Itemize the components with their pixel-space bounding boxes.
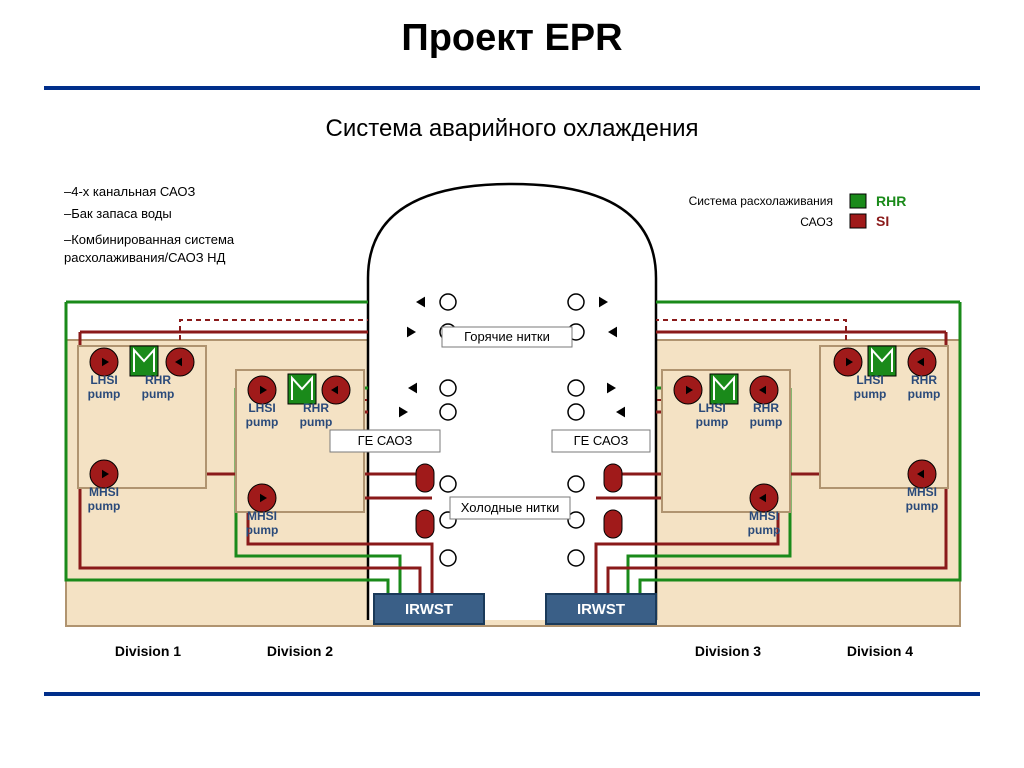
svg-text:pump: pump	[88, 387, 121, 401]
svg-text:MHSI: MHSI	[907, 485, 937, 499]
svg-text:MHSI: MHSI	[749, 509, 779, 523]
svg-text:pump: pump	[246, 523, 279, 537]
svg-text:–Бак запаса воды: –Бак запаса воды	[64, 206, 172, 221]
svg-text:pump: pump	[246, 415, 279, 429]
accumulator-tank	[604, 510, 622, 538]
pipe-node	[568, 404, 584, 420]
svg-text:Division 2: Division 2	[267, 643, 333, 659]
svg-text:pump: pump	[906, 499, 939, 513]
pipe-node	[568, 550, 584, 566]
svg-text:расхолаживания/САОЗ НД: расхолаживания/САОЗ НД	[64, 250, 226, 265]
pipe-node	[440, 294, 456, 310]
pipe-node	[568, 294, 584, 310]
svg-text:RHR: RHR	[876, 193, 906, 209]
svg-text:–Комбинированная система: –Комбинированная система	[64, 232, 235, 247]
si-dash-line	[180, 320, 368, 340]
svg-text:pump: pump	[908, 387, 941, 401]
svg-text:IRWST: IRWST	[405, 601, 453, 618]
pipe-node	[568, 476, 584, 492]
legend-rhr-swatch	[850, 194, 866, 208]
svg-text:RHR: RHR	[145, 373, 171, 387]
svg-text:RHR: RHR	[753, 401, 779, 415]
svg-text:Division 1: Division 1	[115, 643, 181, 659]
svg-text:pump: pump	[142, 387, 175, 401]
legend-si-swatch	[850, 214, 866, 228]
pipe-node	[440, 380, 456, 396]
accumulator-tank	[416, 510, 434, 538]
svg-text:LHSI: LHSI	[90, 373, 117, 387]
svg-text:LHSI: LHSI	[698, 401, 725, 415]
svg-text:ГЕ САОЗ: ГЕ САОЗ	[574, 433, 629, 448]
svg-text:Проект EPR: Проект EPR	[401, 17, 622, 59]
svg-text:–4-х канальная САОЗ: –4-х канальная САОЗ	[64, 184, 196, 199]
svg-text:SI: SI	[876, 213, 889, 229]
svg-text:IRWST: IRWST	[577, 601, 625, 618]
svg-text:Division 4: Division 4	[847, 643, 913, 659]
svg-text:LHSI: LHSI	[248, 401, 275, 415]
svg-text:Система аварийного охлаждения: Система аварийного охлаждения	[326, 115, 699, 142]
svg-text:pump: pump	[748, 523, 781, 537]
diagram-canvas: Проект EPR Система аварийного охлаждения –…	[0, 0, 1024, 768]
svg-text:LHSI: LHSI	[856, 373, 883, 387]
svg-text:MHSI: MHSI	[89, 485, 119, 499]
pipe-node	[568, 380, 584, 396]
pipe-node	[440, 550, 456, 566]
svg-text:Division 3: Division 3	[695, 643, 761, 659]
svg-text:pump: pump	[696, 415, 729, 429]
svg-text:MHSI: MHSI	[247, 509, 277, 523]
svg-text:RHR: RHR	[911, 373, 937, 387]
svg-text:Холодные нитки: Холодные нитки	[461, 500, 559, 515]
si-dash-line	[656, 320, 846, 340]
svg-text:ГЕ САОЗ: ГЕ САОЗ	[358, 433, 413, 448]
svg-text:pump: pump	[750, 415, 783, 429]
svg-text:RHR: RHR	[303, 401, 329, 415]
pipe-node	[440, 404, 456, 420]
svg-text:pump: pump	[854, 387, 887, 401]
reactor-vessel	[368, 184, 656, 620]
svg-text:САОЗ: САОЗ	[800, 215, 833, 229]
svg-text:Система расхолаживания: Система расхолаживания	[689, 194, 833, 208]
svg-text:pump: pump	[88, 499, 121, 513]
accumulator-tank	[416, 464, 434, 492]
accumulator-tank	[604, 464, 622, 492]
pipe-node	[440, 476, 456, 492]
svg-text:pump: pump	[300, 415, 333, 429]
svg-text:Горячие нитки: Горячие нитки	[464, 329, 550, 344]
